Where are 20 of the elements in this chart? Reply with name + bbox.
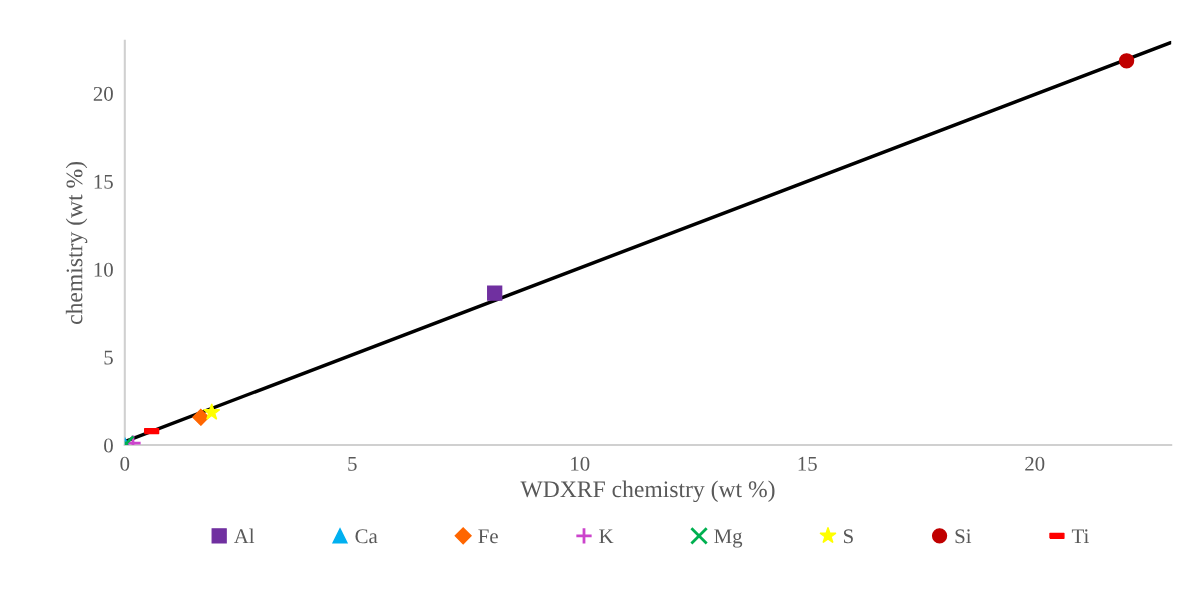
legend-label: Ti — [1071, 529, 1089, 544]
legend-label: Ca — [355, 529, 378, 544]
x-tick-label: 20 — [1025, 456, 1045, 471]
legend-label: K — [599, 529, 614, 544]
y-tick-label: 5 — [104, 350, 113, 365]
y-axis-title: chemistry (wt %) — [65, 161, 88, 324]
x-tick-label: 5 — [348, 456, 357, 471]
legend-label: Mg — [714, 529, 743, 548]
legend-label: Fe — [478, 529, 498, 544]
x-tick-label: 15 — [798, 456, 817, 471]
legend-label: Al — [233, 528, 255, 544]
y-tick-label: 0 — [104, 438, 113, 453]
y-tick-label: 10 — [94, 262, 113, 277]
x-tick-label: 10 — [571, 456, 590, 471]
y-tick-label: 15 — [94, 174, 113, 189]
x-tick-label: 0 — [120, 456, 130, 471]
legend-label: Si — [955, 529, 972, 544]
legend-label: S — [843, 529, 853, 544]
y-tick-label: 20 — [93, 86, 113, 101]
x-axis-title: WDXRF chemistry (wt %) — [520, 480, 775, 503]
